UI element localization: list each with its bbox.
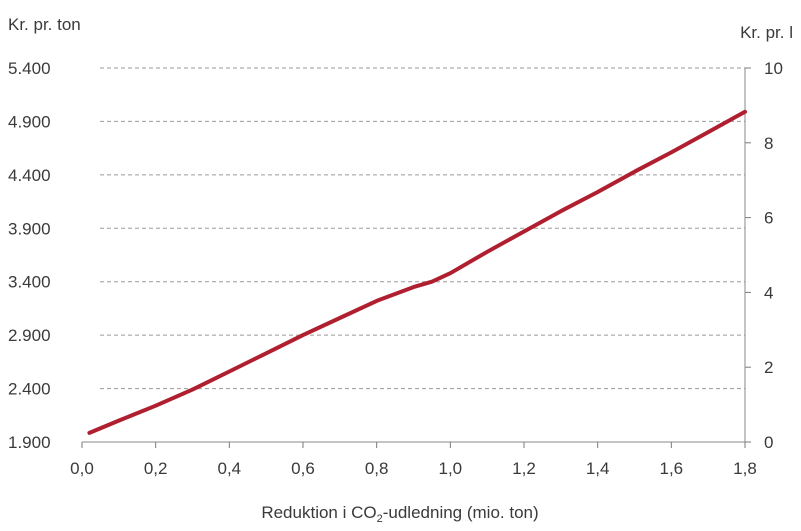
x-tick-label: 0,2: [144, 459, 168, 478]
series-line: [87, 109, 747, 435]
y-right-tick-label: 0: [764, 433, 773, 452]
y-left-tick-label: 5.400: [8, 59, 51, 78]
left-axis-title: Kr. pr. ton: [8, 15, 81, 34]
y-left-tick-label: 4.400: [8, 166, 51, 185]
y-left-tick-label: 3.400: [8, 273, 51, 292]
y-right-tick-label: 2: [764, 358, 773, 377]
y-left-tick-label: 2.900: [8, 326, 51, 345]
y-right-tick-label: 8: [764, 134, 773, 153]
x-tick-label: 1,0: [439, 459, 463, 478]
right-axis-title: Kr. pr. l: [740, 23, 793, 42]
x-tick-label: 1,4: [586, 459, 610, 478]
x-tick-label: 1,8: [733, 459, 757, 478]
x-tick-label: 0,4: [218, 459, 242, 478]
x-tick-label: 0,8: [365, 459, 389, 478]
x-tick-label: 1,6: [660, 459, 684, 478]
x-axis-title: Reduktion i CO2-udledning (mio. ton): [261, 503, 538, 525]
y-right-tick-label: 10: [764, 59, 783, 78]
y-right-tick-label: 6: [764, 209, 773, 228]
y-left-tick-label: 1.900: [8, 433, 51, 452]
y-left-tick-label: 4.900: [8, 112, 51, 131]
x-tick-label: 1,2: [512, 459, 536, 478]
y-left-tick-label: 2.400: [8, 380, 51, 399]
y-right-tick-label: 4: [764, 283, 773, 302]
x-tick-label: 0,0: [70, 459, 94, 478]
y-left-tick-label: 3.900: [8, 219, 51, 238]
x-tick-label: 0,6: [291, 459, 315, 478]
